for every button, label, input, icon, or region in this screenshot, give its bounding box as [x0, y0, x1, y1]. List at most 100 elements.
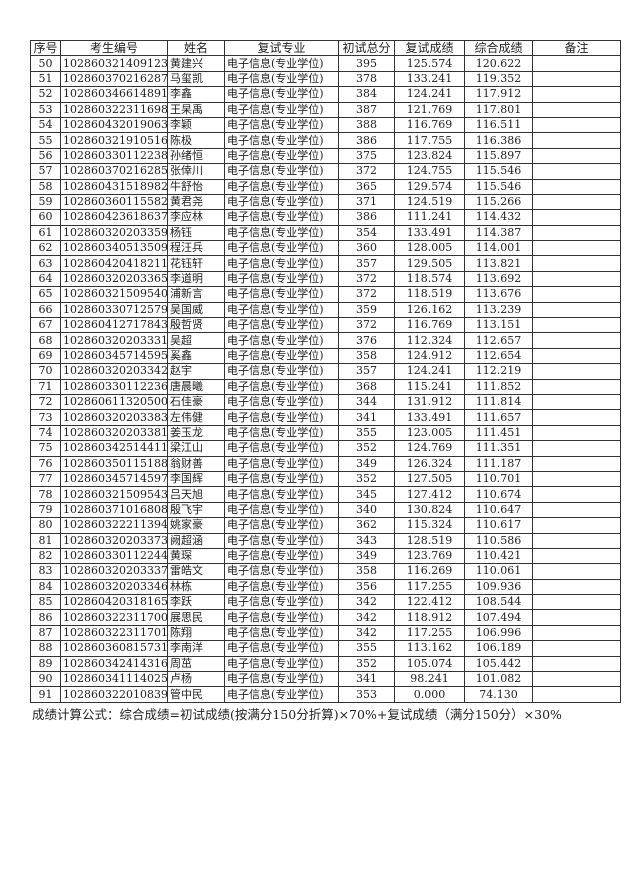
table-row: 51 102860370216287 马玺凯 电子信息(专业学位) 378 133.241…: [30, 70, 621, 88]
empty-cell: [532, 70, 621, 88]
empty-cell: [532, 317, 621, 334]
table-row: 56 102860330112238 孙绪恒 电子信息(专业学位) 375 123.824…: [30, 147, 621, 165]
table-body: 50 102860321409123 黄建兴 电子信息(专业学位) 395 125.574…: [30, 55, 621, 703]
empty-cell: [532, 178, 621, 195]
table-cell: 102860420418211: [60, 255, 168, 272]
table-cell: 69: [30, 347, 61, 365]
table-cell: 张倖川: [167, 163, 225, 180]
table-cell: 李颖: [167, 116, 225, 134]
table-cell: 357: [338, 363, 395, 380]
table-cell: 109.936: [464, 578, 533, 596]
table-cell: 102860611320500: [60, 393, 168, 411]
table-cell: 102860350115188: [60, 455, 168, 472]
table-cell: 102860320203331: [60, 332, 168, 349]
table-row: 59 102860360115582 黄君尧 电子信息(专业学位) 371 124.519…: [30, 193, 621, 211]
table-row: 52 102860346614891 李鑫 电子信息(专业学位) 384 124.241 1…: [30, 86, 621, 103]
table-cell: 李道明: [167, 270, 225, 288]
table-cell: 电子信息(专业学位): [224, 578, 339, 596]
table-cell: 阙超涵: [167, 532, 225, 549]
table-cell: 116.386: [464, 132, 533, 149]
table-cell: 58: [30, 178, 61, 195]
table-cell: 113.239: [464, 301, 533, 319]
table-row: 80 102860322211394 姚家豪 电子信息(专业学位) 362 115.324…: [30, 517, 621, 534]
header-row: 序号 考生编号 姓名 复试专业 初试总分 复试成绩 综合成绩 备注: [30, 39, 621, 57]
table-row: 67 102860412717843 殷哲贤 电子信息(专业学位) 372 116.769…: [30, 317, 621, 334]
table-cell: 121.769: [394, 101, 465, 118]
table-cell: 124.755: [394, 163, 465, 180]
table-row: 82 102860330112244 黄琛 电子信息(专业学位) 349 123.769 1…: [30, 547, 621, 565]
table-row: 69 102860345714595 奚鑫 电子信息(专业学位) 358 124.912 1…: [30, 347, 621, 365]
table-cell: 电子信息(专业学位): [224, 209, 339, 226]
empty-cell: [532, 240, 621, 257]
table-row: 77 102860345714597 李国辉 电子信息(专业学位) 352 127.505…: [30, 470, 621, 488]
table-cell: 354: [338, 224, 395, 242]
table-row: 70 102860320203342 赵宇 电子信息(专业学位) 357 124.241 1…: [30, 363, 621, 380]
empty-cell: [532, 470, 621, 488]
table-row: 68 102860320203331 吴超 电子信息(专业学位) 376 112.324 1…: [30, 332, 621, 349]
table-cell: 王杲禹: [167, 101, 225, 118]
table-cell: 左伟健: [167, 409, 225, 426]
table-cell: 浦新言: [167, 286, 225, 303]
table-cell: 殷飞宇: [167, 501, 225, 519]
table-cell: 陈极: [167, 132, 225, 149]
table-row: 87 102860322311701 陈翔 电子信息(专业学位) 342 117.255 1…: [30, 624, 621, 642]
table-cell: 84: [30, 578, 61, 596]
table-cell: 352: [338, 440, 395, 457]
table-cell: 73: [30, 409, 61, 426]
empty-cell: [532, 55, 621, 72]
empty-cell: [532, 409, 621, 426]
table-cell: 368: [338, 378, 395, 395]
table-cell: 372: [338, 286, 395, 303]
table-row: 63 102860420418211 花钰轩 电子信息(专业学位) 357 129.505…: [30, 255, 621, 272]
table-cell: 115.546: [464, 163, 533, 180]
table-cell: 111.451: [464, 424, 533, 442]
table-row: 62 102860340513509 程汪兵 电子信息(专业学位) 360 128.005…: [30, 240, 621, 257]
table-cell: 李鑫: [167, 86, 225, 103]
empty-cell: [532, 547, 621, 565]
empty-cell: [532, 255, 621, 272]
table-cell: 孙绪恒: [167, 147, 225, 165]
table-cell: 电子信息(专业学位): [224, 655, 339, 673]
table-cell: 102860360815731: [60, 640, 168, 657]
table-cell: 111.814: [464, 393, 533, 411]
table-cell: 126.324: [394, 455, 465, 472]
table-cell: 电子信息(专业学位): [224, 116, 339, 134]
empty-cell: [532, 147, 621, 165]
table-cell: 电子信息(专业学位): [224, 640, 339, 657]
table-cell: 60: [30, 209, 61, 226]
empty-cell: [532, 378, 621, 395]
table-cell: 360: [338, 240, 395, 257]
table-cell: 李南洋: [167, 640, 225, 657]
table-cell: 102860320203381: [60, 424, 168, 442]
table-cell: 50: [30, 55, 61, 72]
table-cell: 102860330112244: [60, 547, 168, 565]
table-cell: 67: [30, 317, 61, 334]
header-cell: 复试专业: [224, 39, 339, 57]
table-row: 89 102860342414316 周茁 电子信息(专业学位) 352 105.074 1…: [30, 655, 621, 673]
table-cell: 55: [30, 132, 61, 149]
table-cell: 102860342414316: [60, 655, 168, 673]
table-cell: 59: [30, 193, 61, 211]
table-cell: 117.801: [464, 101, 533, 118]
table-cell: 电子信息(专业学位): [224, 424, 339, 442]
table-cell: 102860330712579: [60, 301, 168, 319]
table-cell: 102860345714597: [60, 470, 168, 488]
table-cell: 123.005: [394, 424, 465, 442]
table-cell: 359: [338, 301, 395, 319]
table-cell: 花钰轩: [167, 255, 225, 272]
table-cell: 341: [338, 671, 395, 688]
table-cell: 129.574: [394, 178, 465, 195]
table-cell: 电子信息(专业学位): [224, 517, 339, 534]
table-cell: 102860432019063: [60, 116, 168, 134]
score-table: 序号 考生编号 姓名 复试专业 初试总分 复试成绩 综合成绩 备注 50 10286032140…: [30, 39, 621, 703]
empty-cell: [532, 101, 621, 118]
table-cell: 102860431518982: [60, 178, 168, 195]
table-cell: 电子信息(专业学位): [224, 224, 339, 242]
table-cell: 102860330112236: [60, 378, 168, 395]
table-cell: 102860320203346: [60, 578, 168, 596]
table-cell: 116.769: [394, 116, 465, 134]
table-cell: 124.241: [394, 86, 465, 103]
table-cell: 李跃: [167, 594, 225, 611]
header-cell: 初试总分: [338, 39, 395, 57]
table-cell: 电子信息(专业学位): [224, 594, 339, 611]
